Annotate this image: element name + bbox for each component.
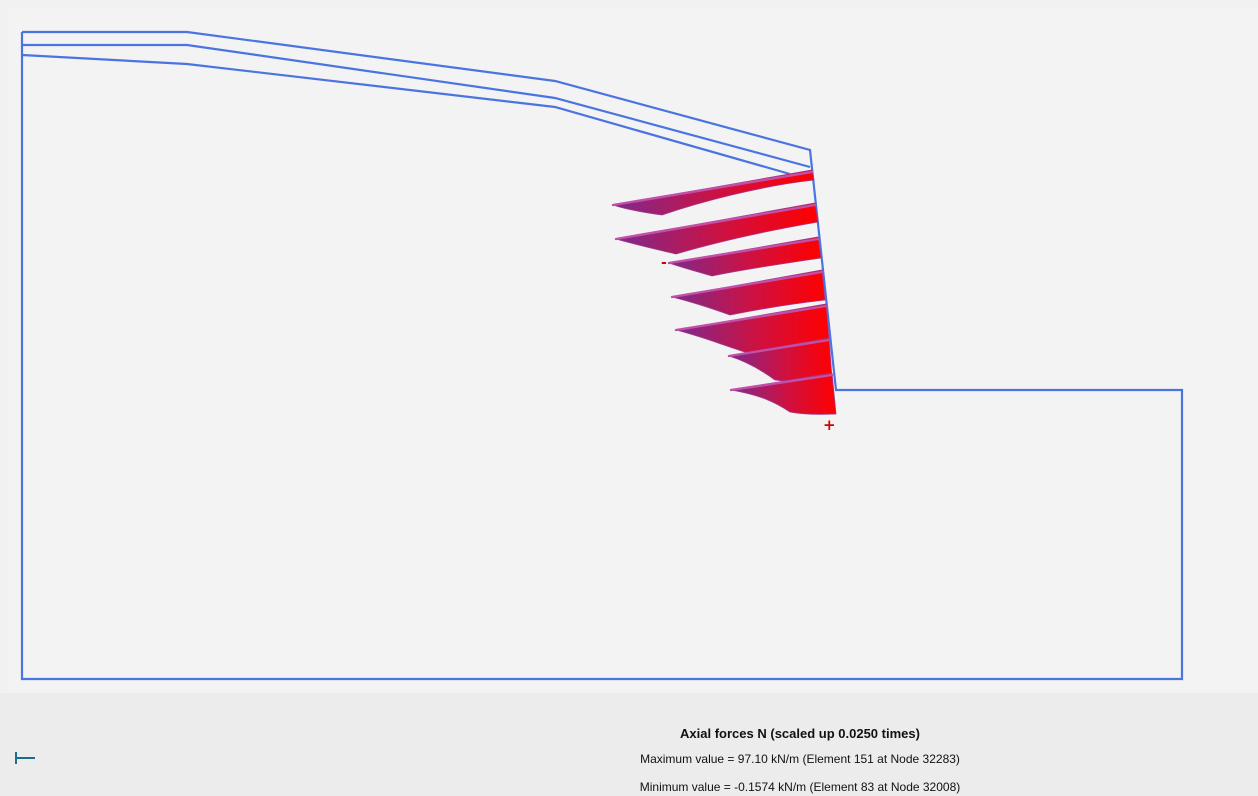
anchor-lines — [611, 170, 834, 392]
model-viewport[interactable]: - + — [8, 9, 1258, 693]
anchor-line-1 — [611, 170, 814, 207]
result-title: Axial forces N (scaled up 0.0250 times) — [680, 726, 920, 741]
min-value-text: Minimum value = -0.1574 kN/m (Element 83… — [639, 780, 961, 794]
anchor-force-3[interactable] — [667, 236, 822, 277]
anchor-line-5 — [674, 304, 828, 332]
anchor-force-1[interactable] — [612, 169, 815, 216]
soil-boundary — [20, 30, 1184, 681]
anchor-line-4 — [670, 270, 824, 299]
geometry-outlines — [20, 30, 1184, 681]
anchor-line-6 — [727, 338, 831, 358]
anchor-line-3 — [667, 237, 820, 265]
anchor-force-4[interactable] — [671, 269, 826, 316]
layer-line-2 — [21, 53, 791, 176]
max-sign-marker: + — [823, 416, 836, 434]
axis-triad-icon — [15, 752, 35, 764]
anchor-line-7 — [729, 373, 834, 392]
min-sign-marker: - — [661, 255, 667, 271]
model-drawing: - + — [20, 30, 1184, 681]
anchor-force-2[interactable] — [615, 202, 819, 255]
force-diagrams — [612, 169, 837, 415]
anchor-force-7[interactable] — [730, 372, 837, 415]
result-legend: Axial forces N (scaled up 0.0250 times) … — [0, 693, 1258, 796]
anchor-line-2 — [614, 203, 817, 241]
max-value-text: Maximum value = 97.10 kN/m (Element 151 … — [640, 752, 960, 766]
layer-line-1 — [22, 43, 811, 169]
